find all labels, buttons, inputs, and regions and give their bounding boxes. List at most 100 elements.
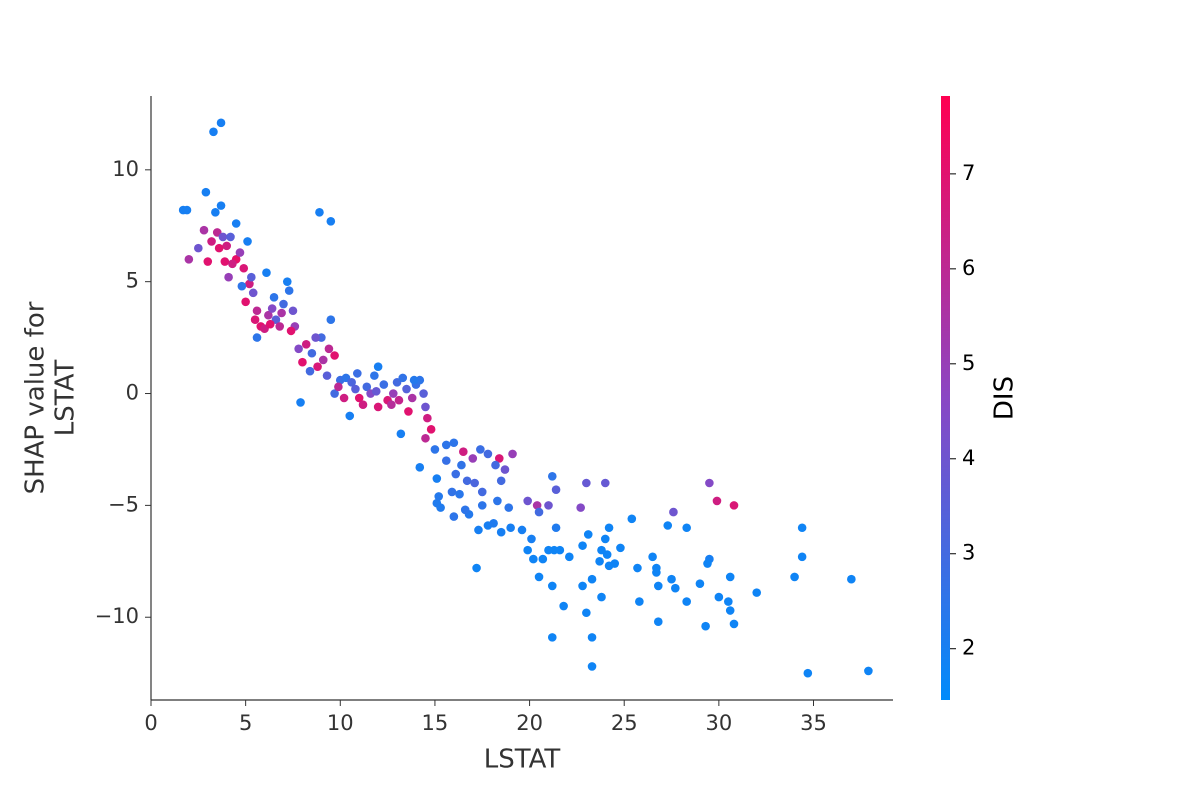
point bbox=[725, 606, 735, 615]
point bbox=[214, 243, 224, 253]
point bbox=[669, 507, 678, 517]
y-tick-label: 5 bbox=[126, 269, 139, 293]
point bbox=[551, 523, 561, 533]
point bbox=[207, 237, 216, 246]
point bbox=[441, 440, 451, 450]
point bbox=[547, 633, 557, 642]
point bbox=[415, 463, 425, 472]
point bbox=[409, 375, 419, 385]
point bbox=[394, 395, 404, 405]
point bbox=[582, 608, 591, 618]
point bbox=[441, 456, 451, 465]
point bbox=[682, 523, 691, 533]
point bbox=[724, 597, 733, 606]
point bbox=[373, 362, 383, 371]
point bbox=[434, 492, 444, 501]
y-axis-label: LSTAT bbox=[51, 360, 81, 437]
point bbox=[358, 400, 368, 410]
point bbox=[555, 545, 565, 555]
point bbox=[430, 445, 440, 454]
point bbox=[407, 393, 417, 403]
point bbox=[544, 545, 553, 555]
point bbox=[493, 496, 502, 506]
point bbox=[653, 581, 663, 591]
point bbox=[326, 315, 336, 325]
point bbox=[322, 371, 332, 380]
point bbox=[587, 574, 597, 584]
point bbox=[582, 478, 591, 488]
point bbox=[797, 523, 807, 533]
point bbox=[468, 454, 478, 463]
point bbox=[633, 563, 642, 573]
colorbar-tick-label: 5 bbox=[962, 351, 975, 375]
x-tick-label: 30 bbox=[705, 711, 732, 735]
point bbox=[604, 523, 614, 533]
point bbox=[653, 617, 663, 627]
point bbox=[597, 545, 606, 555]
point bbox=[534, 572, 544, 582]
point bbox=[224, 272, 233, 282]
point bbox=[489, 518, 498, 528]
point bbox=[275, 322, 285, 331]
point bbox=[296, 398, 305, 407]
point bbox=[752, 588, 762, 597]
point bbox=[298, 357, 307, 367]
point bbox=[729, 501, 739, 510]
point bbox=[421, 402, 430, 412]
point bbox=[447, 487, 457, 497]
point bbox=[354, 393, 364, 403]
point bbox=[203, 257, 213, 266]
point bbox=[455, 489, 464, 499]
point bbox=[847, 574, 856, 584]
point bbox=[282, 277, 292, 286]
point bbox=[311, 333, 320, 342]
point bbox=[583, 530, 593, 539]
point bbox=[387, 400, 396, 410]
colorbar-tick-label: 3 bbox=[962, 541, 975, 565]
point bbox=[228, 259, 237, 269]
point bbox=[347, 378, 356, 387]
point bbox=[279, 299, 288, 309]
point bbox=[587, 633, 597, 642]
point bbox=[671, 583, 680, 593]
point bbox=[248, 288, 258, 298]
point bbox=[635, 597, 644, 606]
point bbox=[477, 487, 487, 497]
point bbox=[451, 469, 461, 479]
point bbox=[351, 384, 360, 394]
point bbox=[194, 243, 203, 253]
x-tick-label: 35 bbox=[800, 711, 827, 735]
point bbox=[578, 581, 587, 591]
x-axis-label: LSTAT bbox=[484, 745, 561, 775]
point bbox=[565, 552, 574, 562]
point bbox=[182, 205, 192, 215]
colorbar-tick-label: 7 bbox=[962, 161, 975, 185]
point bbox=[714, 592, 724, 602]
point bbox=[449, 438, 459, 448]
point bbox=[663, 521, 673, 530]
point bbox=[523, 496, 532, 506]
point bbox=[597, 592, 606, 602]
point bbox=[491, 460, 500, 470]
point bbox=[500, 465, 510, 474]
point bbox=[712, 496, 722, 506]
point bbox=[398, 373, 408, 383]
point bbox=[388, 389, 398, 398]
point bbox=[508, 449, 517, 459]
point bbox=[423, 413, 432, 423]
point bbox=[404, 407, 413, 416]
point bbox=[305, 366, 315, 376]
point bbox=[667, 574, 676, 584]
point bbox=[216, 118, 226, 128]
y-axis-label: SHAP value for bbox=[21, 301, 51, 494]
point bbox=[506, 523, 515, 533]
point bbox=[235, 248, 245, 257]
point bbox=[459, 447, 468, 456]
point bbox=[496, 476, 506, 486]
point bbox=[326, 216, 336, 226]
point bbox=[396, 429, 406, 439]
colorbar bbox=[941, 96, 950, 700]
point bbox=[247, 272, 256, 282]
point bbox=[705, 478, 714, 488]
point bbox=[330, 389, 339, 398]
